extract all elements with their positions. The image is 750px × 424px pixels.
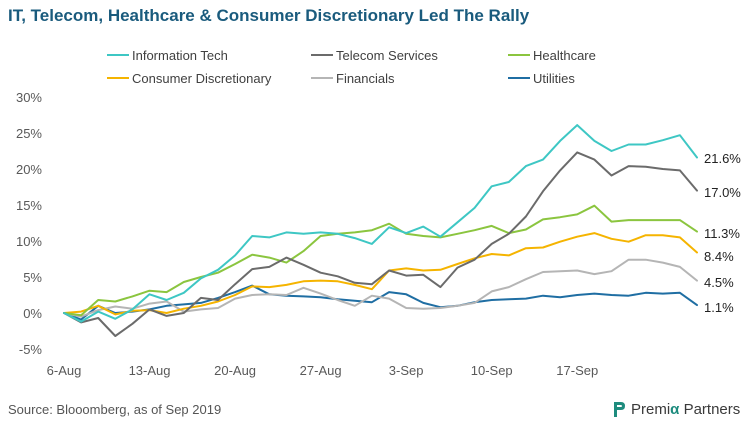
y-tick-label: 30%	[16, 90, 42, 105]
brand-mark-icon	[614, 402, 625, 417]
y-tick-label: 15%	[16, 198, 42, 213]
legend-label: Consumer Discretionary	[132, 71, 272, 86]
legend-label: Telecom Services	[336, 48, 438, 63]
end-value-label: 4.5%	[704, 275, 734, 290]
legend-label: Financials	[336, 71, 395, 86]
y-tick-label: 25%	[16, 126, 42, 141]
series-line-healthcare	[63, 204, 698, 317]
x-tick-label: 13-Aug	[129, 363, 171, 378]
series-line-telecom-services	[63, 151, 698, 337]
brand-logo: Premiα Partners	[612, 400, 740, 418]
source-note: Source: Blooomberg, as of Sep 2019	[8, 402, 222, 417]
x-tick-label: 20-Aug	[214, 363, 256, 378]
x-tick-label: 10-Sep	[471, 363, 513, 378]
end-value-label: 1.1%	[704, 300, 734, 315]
legend-label: Utilities	[533, 71, 575, 86]
y-tick-label: 0%	[23, 306, 42, 321]
chart-title: IT, Telecom, Healthcare & Consumer Discr…	[8, 6, 530, 25]
y-tick-label: 20%	[16, 162, 42, 177]
x-tick-label: 17-Sep	[556, 363, 598, 378]
brand-name: Premiα Partners	[631, 400, 741, 418]
end-value-label: 17.0%	[704, 185, 741, 200]
y-tick-label: 5%	[23, 270, 42, 285]
series-line-financials	[63, 258, 698, 318]
x-tick-label: 6-Aug	[47, 363, 82, 378]
end-value-label: 8.4%	[704, 249, 734, 264]
end-value-label: 11.3%	[704, 226, 740, 241]
y-tick-label: 10%	[16, 234, 42, 249]
legend-label: Healthcare	[533, 48, 596, 63]
x-tick-label: 3-Sep	[389, 363, 424, 378]
legend-label: Information Tech	[132, 48, 228, 63]
series-line-consumer-discretionary	[63, 232, 698, 316]
end-value-label: 21.6%	[704, 151, 741, 166]
x-tick-label: 27-Aug	[300, 363, 342, 378]
y-tick-label: -5%	[19, 342, 43, 357]
series-line-information-tech	[63, 124, 698, 323]
